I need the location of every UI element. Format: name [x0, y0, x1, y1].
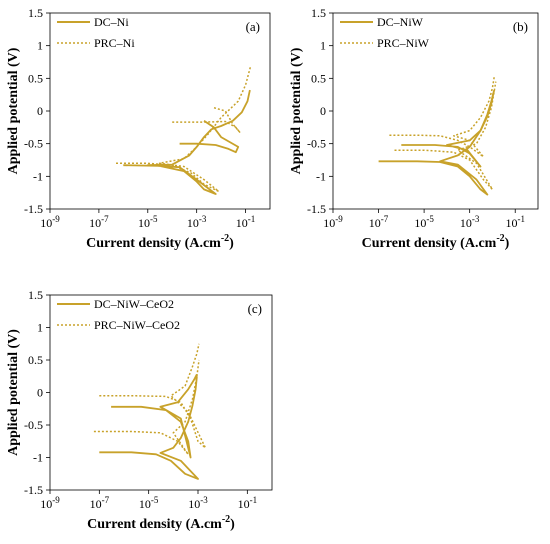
series-line: [93, 359, 200, 456]
x-tick-label: 10-5: [138, 214, 158, 230]
y-axis-label: Applied potential (V): [6, 329, 21, 456]
series-line: [179, 120, 240, 154]
x-tick-label: 10-5: [139, 495, 159, 511]
y-axis-label: Applied potential (V): [6, 47, 21, 174]
legend-entry: PRC–Ni: [94, 36, 135, 50]
x-tick-exponent: -3: [472, 214, 480, 224]
series-line: [99, 343, 207, 449]
x-tick-base: 10: [505, 216, 517, 230]
y-tick-label: 1: [37, 321, 43, 335]
x-tick-label: 10-9: [40, 214, 60, 230]
panel-b: 1.510.50-0.5-1-1.510-9 10-7 10-5 10-3 10-1Cu…: [289, 6, 539, 251]
x-tick-exponent: -3: [200, 495, 208, 505]
x-tick-base: 10: [138, 216, 150, 230]
x-tick-base: 10: [89, 216, 101, 230]
y-axis-label: Applied potential (V): [289, 47, 304, 174]
series-line: [401, 92, 495, 168]
x-tick-exponent: -9: [335, 214, 343, 224]
plot-frame: [332, 12, 539, 210]
legend-entry: DC–NiW: [377, 15, 424, 29]
series-line: [172, 106, 241, 134]
x-tick-exponent: -1: [248, 214, 256, 224]
legend-entry: PRC–NiW–CeO2: [94, 318, 180, 332]
panel-c: 1.510.50-0.5-1-1.510-9 10-7 10-5 10-3 10-1Cu…: [6, 288, 273, 532]
x-tick-label: 10-7: [90, 495, 110, 511]
x-tick-exponent: -7: [102, 495, 110, 505]
y-tick-label: -1: [33, 451, 43, 465]
x-tick-base: 10: [460, 216, 472, 230]
y-tick-label: -1.5: [307, 202, 326, 216]
series-line: [389, 76, 495, 158]
x-tick-exponent: -3: [199, 214, 207, 224]
x-tick-label: 10-7: [369, 214, 389, 230]
series-line: [99, 376, 199, 480]
x-tick-base: 10: [188, 497, 200, 511]
x-tick-base: 10: [238, 497, 250, 511]
series-line: [116, 66, 252, 193]
x-tick-exponent: -9: [52, 495, 60, 505]
x-tick-exponent: -5: [426, 214, 434, 224]
x-axis-label: Current density (A.cm-2): [86, 233, 234, 251]
x-axis-label: Current density (A.cm-2): [87, 514, 235, 532]
x-tick-label: 10-3: [187, 214, 207, 230]
y-tick-label: 1.5: [311, 6, 326, 20]
y-tick-label: -1: [316, 169, 326, 183]
y-tick-label: -1.5: [24, 202, 43, 216]
x-tick-label: 10-1: [238, 495, 257, 511]
x-tick-exponent: -9: [52, 214, 60, 224]
x-tick-label: 10-9: [40, 495, 60, 511]
x-tick-exponent: -7: [101, 214, 109, 224]
y-tick-label: 1.5: [28, 288, 43, 302]
x-tick-base: 10: [369, 216, 381, 230]
panel-label: (c): [248, 301, 262, 316]
x-tick-label: 10-5: [414, 214, 434, 230]
y-tick-label: -0.5: [307, 137, 326, 151]
y-tick-label: -0.5: [24, 418, 43, 432]
x-tick-label: 10-3: [188, 495, 208, 511]
series-line: [111, 373, 198, 459]
x-tick-base: 10: [90, 497, 102, 511]
x-tick-label: 10-1: [505, 214, 525, 230]
legend-entry: DC–Ni: [94, 15, 129, 29]
y-tick-label: 0: [37, 386, 43, 400]
x-tick-base: 10: [40, 216, 52, 230]
y-tick-label: 1.5: [28, 6, 43, 20]
x-tick-label: 10-3: [460, 214, 480, 230]
y-tick-label: 0: [37, 104, 43, 118]
y-tick-label: 1: [37, 39, 43, 53]
x-tick-label: 10-7: [89, 214, 109, 230]
panel-label: (b): [513, 19, 528, 34]
y-tick-label: -1.5: [24, 483, 43, 497]
y-tick-label: 1: [320, 39, 326, 53]
x-tick-exponent: -1: [517, 214, 525, 224]
y-tick-label: 0.5: [28, 71, 43, 85]
y-tick-label: -0.5: [24, 137, 43, 151]
x-tick-label: 10-1: [236, 214, 255, 230]
x-tick-base: 10: [40, 497, 52, 511]
x-tick-exponent: -5: [150, 214, 158, 224]
x-tick-exponent: -1: [250, 495, 257, 505]
legend-entry: PRC–NiW: [377, 36, 430, 50]
y-tick-label: -1: [33, 169, 43, 183]
x-tick-base: 10: [187, 216, 199, 230]
y-tick-label: 0.5: [28, 353, 43, 367]
x-tick-exponent: -5: [151, 495, 159, 505]
panel-a: 1.510.50-0.5-1-1.510-9 10-7 10-5 10-3 10-1Cu…: [6, 6, 271, 251]
y-tick-label: 0.5: [311, 71, 326, 85]
x-tick-base: 10: [236, 216, 248, 230]
y-tick-label: 0: [320, 104, 326, 118]
x-tick-exponent: -7: [381, 214, 389, 224]
legend-entry: DC–NiW–CeO2: [94, 297, 174, 311]
x-tick-base: 10: [414, 216, 426, 230]
x-tick-base: 10: [139, 497, 151, 511]
x-tick-label: 10-9: [323, 214, 343, 230]
series-line: [394, 81, 497, 191]
x-axis-label: Current density (A.cm-2): [362, 233, 510, 251]
panel-label: (a): [246, 19, 260, 34]
x-tick-base: 10: [323, 216, 335, 230]
